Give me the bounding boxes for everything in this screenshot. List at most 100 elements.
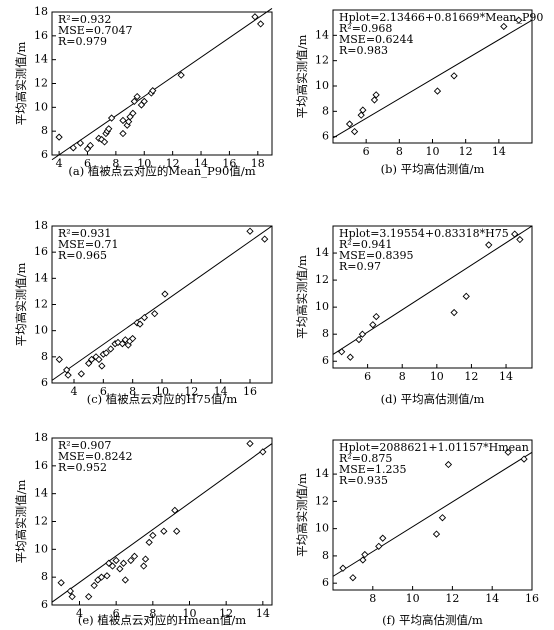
x-tick-label: 8 <box>149 607 156 620</box>
data-point <box>246 439 254 448</box>
x-axis-label: (c) 植被点云对应的H75值/m <box>87 392 238 406</box>
data-point <box>346 353 354 361</box>
data-point <box>85 359 93 368</box>
y-tick-label: 14 <box>315 467 329 480</box>
data-point <box>359 106 367 114</box>
x-tick-label: 14 <box>256 607 270 620</box>
x-tick-label: 12 <box>459 145 473 158</box>
x-axis-label: (a) 植被点云对应的Mean_P90值/m <box>68 164 255 178</box>
y-tick-label: 6 <box>41 148 48 161</box>
x-tick-label: 12 <box>445 592 459 605</box>
data-point <box>145 538 153 547</box>
annotation: R²=0.932 <box>58 13 111 26</box>
x-tick-label: 10 <box>426 145 440 158</box>
fit-line <box>51 443 273 603</box>
data-point <box>450 308 458 317</box>
data-point <box>125 117 133 126</box>
data-point <box>107 345 115 353</box>
annotation: R=0.965 <box>58 249 107 262</box>
y-tick-label: 14 <box>315 246 329 259</box>
fit-line <box>332 19 533 139</box>
data-point <box>57 579 65 587</box>
data-point <box>129 334 137 343</box>
data-point <box>338 348 346 356</box>
annotation: R=0.979 <box>58 35 107 48</box>
fit-line <box>51 225 273 381</box>
y-tick-label: 8 <box>322 327 329 340</box>
y-tick-label: 14 <box>34 487 48 500</box>
data-point <box>339 564 347 572</box>
y-tick-label: 8 <box>41 570 48 583</box>
data-point <box>372 312 380 321</box>
annotation: MSE=0.8395 <box>339 249 414 262</box>
annotation: MSE=0.6244 <box>339 33 414 46</box>
x-tick-label: 12 <box>184 385 198 398</box>
data-point <box>107 114 116 122</box>
y-tick-label: 12 <box>315 54 329 67</box>
data-point <box>359 556 367 564</box>
annotation: R=0.935 <box>339 474 388 487</box>
y-tick-label: 12 <box>34 515 48 528</box>
y-tick-label: 18 <box>34 431 48 444</box>
y-tick-label: 8 <box>322 549 329 562</box>
fit-line <box>51 8 273 161</box>
data-point <box>173 527 181 535</box>
data-point <box>118 340 127 348</box>
data-point <box>361 550 369 559</box>
y-tick-label: 14 <box>315 28 329 41</box>
data-point <box>114 338 122 347</box>
panel: 4 6 8 10 12 14 6 8 10 12 14 16 18 R²=0.907MSE=0.8242R… <box>14 431 273 627</box>
plot-frame <box>332 439 533 591</box>
y-tick-label: 10 <box>315 522 329 535</box>
data-point <box>102 349 110 357</box>
data-point <box>90 581 98 590</box>
y-axis-label: 平均高实测值/m <box>14 42 28 126</box>
data-point <box>55 133 63 141</box>
data-point <box>350 127 359 136</box>
x-tick-label: 14 <box>214 385 228 398</box>
y-tick-label: 8 <box>41 124 48 137</box>
annotation: R²=0.875 <box>339 452 392 465</box>
x-tick-label: 10 <box>406 592 420 605</box>
panel: 8 10 12 14 16 6 8 10 12 14 Hplot=2088621+1.01157*H… <box>295 439 539 627</box>
y-tick-label: 16 <box>34 245 48 258</box>
data-point <box>98 362 106 370</box>
data-point <box>136 320 144 328</box>
data-point <box>86 141 94 150</box>
x-tick-label: 4 <box>71 385 78 398</box>
plot-frame <box>332 225 533 369</box>
data-point <box>251 13 259 21</box>
x-tick-label: 12 <box>219 607 233 620</box>
y-tick-label: 14 <box>34 53 48 66</box>
y-tick-label: 12 <box>34 298 48 311</box>
annotation: Hplot=2.13466+0.81669*Mean_P90 <box>339 11 543 24</box>
data-point <box>112 556 120 565</box>
y-tick-label: 10 <box>34 100 48 113</box>
y-tick-label: 6 <box>322 576 329 589</box>
y-tick-label: 10 <box>34 324 48 337</box>
data-point <box>140 313 149 322</box>
y-tick-label: 14 <box>34 271 48 284</box>
x-tick-label: 6 <box>84 157 91 170</box>
data-point <box>55 355 63 364</box>
annotation: R=0.983 <box>339 44 388 57</box>
data-point <box>357 111 365 119</box>
data-point <box>69 144 77 152</box>
data-point <box>127 556 135 565</box>
y-axis-label: 平均高实测值/m <box>295 473 309 557</box>
data-point <box>121 576 129 584</box>
annotation: MSE=0.71 <box>58 238 119 251</box>
data-point <box>433 87 442 95</box>
x-tick-label: 10 <box>155 385 169 398</box>
x-axis-label: (f) 平均高估测值/m <box>382 613 483 627</box>
data-point <box>133 92 141 101</box>
data-point <box>64 371 72 379</box>
data-point <box>349 574 357 582</box>
x-tick-label: 10 <box>430 370 444 383</box>
data-point <box>141 555 150 563</box>
data-point <box>85 593 93 601</box>
data-point <box>87 355 96 364</box>
x-tick-label: 6 <box>364 370 371 383</box>
data-point <box>372 91 380 99</box>
